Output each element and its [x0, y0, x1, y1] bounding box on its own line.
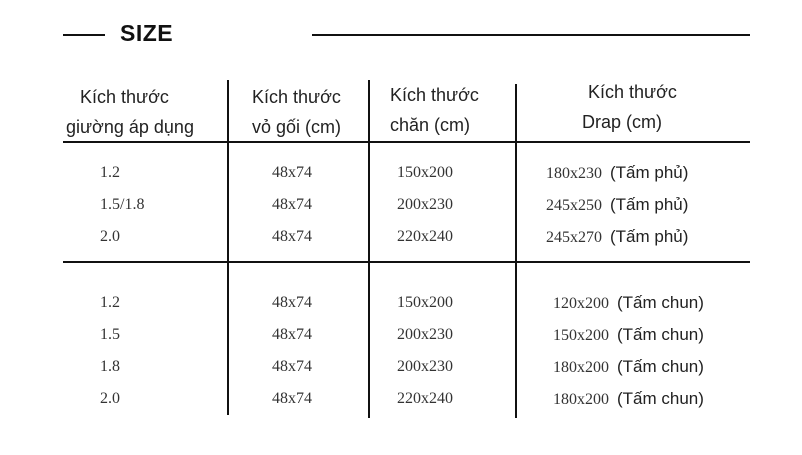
header-line: Kích thước [588, 82, 677, 102]
cell-value: 1.5/1.8 [100, 196, 145, 213]
cell-pillow: 48x74 [272, 228, 312, 246]
cell-value: 200x230 [397, 358, 453, 375]
cell-blanket: 150x200 [397, 164, 453, 182]
cell-blanket: 220x240 [397, 390, 453, 408]
column-divider [227, 80, 229, 415]
cell-drap: 245x270 (Tấm phủ) [546, 227, 688, 247]
cell-value: 245x250 [546, 197, 602, 214]
header-bed-size: Kích thước giường áp dụng [66, 82, 194, 142]
cell-pillow: 48x74 [272, 390, 312, 408]
cell-value: 220x240 [397, 390, 453, 407]
cell-pillow: 48x74 [272, 326, 312, 344]
cell-bed: 1.8 [100, 358, 120, 376]
drap-type-label: (Tấm phủ) [610, 195, 689, 214]
header-line: vỏ gối (cm) [252, 117, 342, 137]
cell-value: 48x74 [272, 164, 312, 181]
drap-type-label: (Tấm chun) [617, 389, 704, 408]
cell-value: 245x270 [546, 229, 602, 246]
column-divider [515, 84, 517, 418]
cell-value: 48x74 [272, 326, 312, 343]
header-line: chăn (cm) [390, 115, 471, 135]
cell-value: 1.8 [100, 358, 120, 375]
cell-drap: 180x200 (Tấm chun) [553, 389, 704, 409]
title-rule-left [63, 34, 105, 36]
header-line: Drap (cm) [582, 112, 662, 132]
cell-value: 1.5 [100, 326, 120, 343]
cell-value: 48x74 [272, 358, 312, 375]
cell-blanket: 150x200 [397, 294, 453, 312]
cell-value: 2.0 [100, 228, 120, 245]
drap-type-label: (Tấm chun) [617, 293, 704, 312]
cell-value: 48x74 [272, 228, 312, 245]
cell-value: 150x200 [397, 164, 453, 181]
header-rule [63, 141, 750, 143]
column-divider [368, 80, 370, 418]
header-line: Kích thước [252, 87, 341, 107]
cell-drap: 245x250 (Tấm phủ) [546, 195, 688, 215]
cell-pillow: 48x74 [272, 358, 312, 376]
cell-value: 48x74 [272, 390, 312, 407]
drap-type-label: (Tấm chun) [617, 357, 704, 376]
cell-value: 1.2 [100, 294, 120, 311]
cell-drap: 180x230 (Tấm phủ) [546, 163, 688, 183]
cell-bed: 1.2 [100, 294, 120, 312]
cell-bed: 1.5 [100, 326, 120, 344]
cell-value: 180x200 [553, 359, 609, 376]
cell-value: 150x200 [553, 327, 609, 344]
cell-value: 180x200 [553, 391, 609, 408]
header-drap-size: Kích thước Drap (cm) [582, 77, 677, 137]
cell-blanket: 220x240 [397, 228, 453, 246]
cell-pillow: 48x74 [272, 294, 312, 312]
cell-value: 150x200 [397, 294, 453, 311]
cell-value: 200x230 [397, 196, 453, 213]
cell-drap: 180x200 (Tấm chun) [553, 357, 704, 377]
cell-value: 2.0 [100, 390, 120, 407]
cell-blanket: 200x230 [397, 326, 453, 344]
cell-pillow: 48x74 [272, 164, 312, 182]
title-rule-right [312, 34, 750, 36]
cell-blanket: 200x230 [397, 358, 453, 376]
cell-value: 200x230 [397, 326, 453, 343]
cell-drap: 150x200 (Tấm chun) [553, 325, 704, 345]
header-line: Kích thước [390, 85, 479, 105]
cell-value: 48x74 [272, 294, 312, 311]
header-blanket-size: Kích thước chăn (cm) [390, 80, 479, 140]
group-rule [63, 261, 750, 263]
drap-type-label: (Tấm phủ) [610, 163, 689, 182]
header-line: giường áp dụng [66, 117, 194, 137]
cell-value: 180x230 [546, 165, 602, 182]
cell-bed: 1.2 [100, 164, 120, 182]
drap-type-label: (Tấm phủ) [610, 227, 689, 246]
cell-bed: 2.0 [100, 228, 120, 246]
cell-blanket: 200x230 [397, 196, 453, 214]
cell-value: 1.2 [100, 164, 120, 181]
drap-type-label: (Tấm chun) [617, 325, 704, 344]
cell-value: 48x74 [272, 196, 312, 213]
cell-bed: 1.5/1.8 [100, 196, 144, 214]
cell-pillow: 48x74 [272, 196, 312, 214]
cell-drap: 120x200 (Tấm chun) [553, 293, 704, 313]
header-line: Kích thước [80, 87, 169, 107]
page-title: SIZE [120, 20, 174, 46]
header-pillow-size: Kích thước vỏ gối (cm) [252, 82, 341, 142]
cell-value: 120x200 [553, 295, 609, 312]
cell-bed: 2.0 [100, 390, 120, 408]
cell-value: 220x240 [397, 228, 453, 245]
